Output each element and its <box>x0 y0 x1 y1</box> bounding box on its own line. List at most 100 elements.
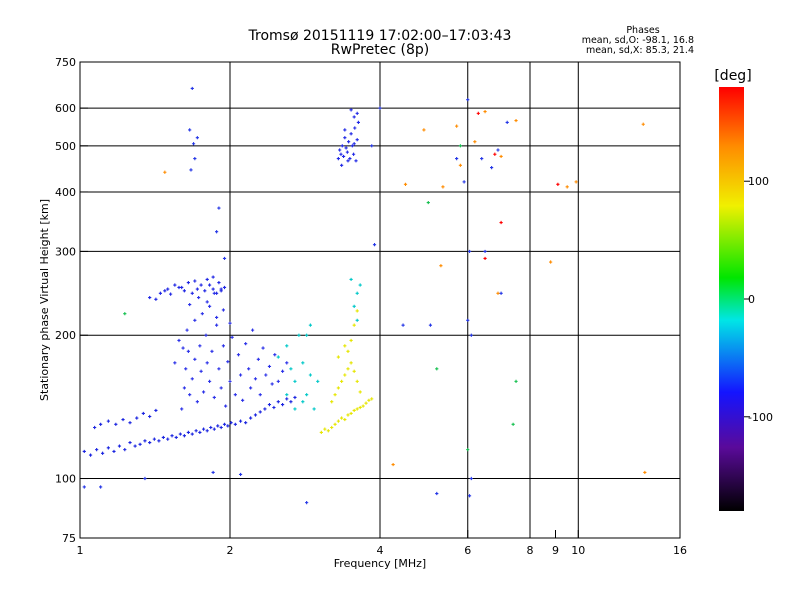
data-point <box>201 427 206 431</box>
data-point <box>355 379 359 383</box>
data-point <box>154 297 158 301</box>
data-point <box>99 485 103 489</box>
data-point <box>267 364 272 369</box>
data-point <box>364 401 368 405</box>
data-point <box>199 283 203 287</box>
data-point <box>353 126 357 130</box>
data-point <box>297 333 301 337</box>
data-point <box>338 148 342 152</box>
data-point <box>333 422 337 426</box>
data-point <box>301 400 305 404</box>
data-point <box>349 108 353 112</box>
data-point <box>82 485 86 489</box>
data-point <box>323 427 327 431</box>
colorbar-label: [deg] <box>714 68 751 84</box>
data-point <box>355 318 359 322</box>
data-point <box>152 437 156 441</box>
data-point <box>349 338 353 343</box>
data-point <box>238 419 243 423</box>
data-point <box>336 157 340 161</box>
data-point <box>435 367 439 371</box>
data-point <box>549 260 553 264</box>
data-point <box>312 407 316 411</box>
data-point <box>228 379 232 383</box>
data-point <box>354 159 358 163</box>
data-point <box>316 379 320 383</box>
data-point <box>305 501 309 505</box>
series-group <box>173 287 289 411</box>
data-point <box>350 144 354 148</box>
data-point <box>211 470 215 475</box>
data-point <box>514 118 518 123</box>
data-point <box>355 111 359 115</box>
data-point <box>244 342 248 346</box>
data-point <box>233 422 237 426</box>
data-point <box>455 124 459 128</box>
data-point <box>256 357 260 361</box>
data-point <box>238 373 243 377</box>
data-point <box>267 402 272 407</box>
data-point <box>358 283 362 287</box>
data-point <box>216 424 220 428</box>
data-point <box>204 333 208 337</box>
y-tick-label: 200 <box>55 329 76 342</box>
series-group <box>82 395 297 457</box>
data-point <box>349 361 353 365</box>
data-point <box>641 122 645 126</box>
data-point <box>305 393 309 397</box>
data-point <box>188 393 192 397</box>
data-point <box>173 361 177 365</box>
data-point <box>143 439 147 443</box>
data-point <box>217 280 221 285</box>
data-point <box>224 404 228 408</box>
data-point <box>336 386 340 390</box>
data-point <box>355 407 359 411</box>
data-point <box>358 405 362 410</box>
series-group <box>336 108 360 167</box>
data-point <box>177 338 181 343</box>
data-point <box>106 419 110 423</box>
data-point <box>336 419 340 423</box>
data-point <box>285 397 289 401</box>
data-point <box>378 106 382 110</box>
x-tick-label: 10 <box>571 544 585 557</box>
data-point <box>244 421 248 425</box>
y-tick-label: 75 <box>62 532 76 545</box>
data-point <box>258 393 262 397</box>
colorbar-ticks: 100 0 -100 <box>744 175 773 424</box>
data-point <box>285 361 289 365</box>
data-point <box>228 321 232 325</box>
data-point <box>207 304 212 308</box>
data-point <box>293 395 297 400</box>
data-point <box>355 309 359 313</box>
data-point <box>343 136 347 140</box>
data-point <box>200 312 204 316</box>
data-point <box>439 264 443 268</box>
data-point <box>473 140 477 144</box>
data-point <box>493 152 497 156</box>
data-point <box>184 367 188 371</box>
data-point <box>285 344 289 348</box>
data-point <box>273 353 277 357</box>
data-point <box>198 344 202 348</box>
grid-lines <box>80 62 680 538</box>
data-point <box>180 285 184 290</box>
data-point <box>205 300 209 304</box>
data-point <box>148 295 152 300</box>
data-point <box>212 427 216 431</box>
series-group <box>123 144 518 452</box>
data-point <box>270 382 274 386</box>
data-point <box>211 287 215 291</box>
data-point <box>230 335 234 339</box>
data-point <box>161 435 165 440</box>
data-point <box>148 440 152 445</box>
data-point <box>241 398 245 402</box>
data-point <box>112 449 116 454</box>
data-point <box>349 277 353 282</box>
data-point <box>170 434 174 438</box>
data-point <box>496 148 500 152</box>
data-point <box>181 346 185 350</box>
data-point <box>123 448 127 452</box>
data-point <box>211 275 215 279</box>
data-point <box>210 349 214 353</box>
